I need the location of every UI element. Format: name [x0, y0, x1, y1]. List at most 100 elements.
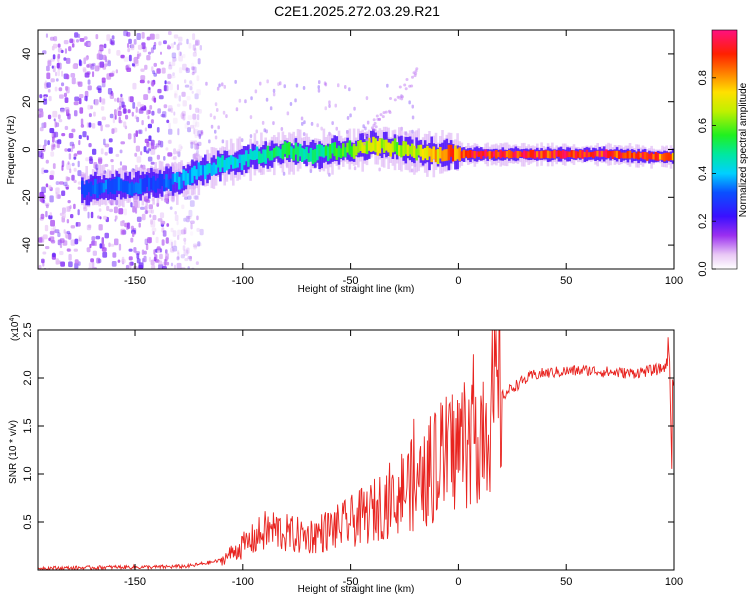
noise-speck: [104, 232, 109, 239]
noise-speck: [147, 86, 151, 94]
noise-speck: [157, 88, 162, 94]
noise-speck: [98, 208, 102, 212]
noise-speck: [101, 77, 106, 83]
noise-speck: [168, 122, 171, 129]
noise-speck: [302, 132, 306, 137]
noise-speck: [159, 212, 165, 219]
noise-speck: [57, 53, 61, 59]
ridge-cell: [81, 180, 84, 195]
noise-speck: [165, 249, 168, 254]
ridge-cell: [348, 140, 352, 155]
noise-speck: [114, 215, 118, 220]
noise-speck: [117, 259, 121, 263]
noise-speck: [187, 115, 192, 120]
ridge-cell: [268, 150, 272, 161]
noise-speck: [41, 167, 45, 175]
noise-speck: [69, 168, 72, 174]
noise-speck: [77, 186, 82, 190]
noise-speck: [195, 107, 200, 113]
ridge-cell: [395, 142, 399, 155]
noise-speck: [64, 107, 70, 112]
ridge-cell: [555, 150, 558, 157]
noise-speck: [174, 93, 178, 99]
noise-speck: [45, 183, 49, 188]
noise-speck: [66, 163, 71, 170]
ridge-cell: [421, 148, 425, 161]
ridge-cell: [553, 150, 556, 159]
noise-speck: [166, 261, 170, 266]
noise-speck: [180, 146, 183, 150]
ridge-cell: [579, 150, 582, 158]
noise-speck: [49, 212, 52, 217]
noise-speck: [179, 51, 182, 56]
noise-speck: [46, 65, 50, 72]
noise-speck: [381, 115, 385, 119]
noise-speck: [87, 211, 90, 219]
noise-speck: [168, 239, 173, 246]
noise-speck: [116, 50, 121, 56]
noise-speck: [191, 90, 194, 94]
noise-speck: [107, 60, 111, 67]
noise-speck: [52, 252, 56, 258]
noise-speck: [265, 129, 268, 134]
noise-speck: [100, 106, 105, 111]
noise-speck: [52, 54, 56, 60]
ridge-cell: [277, 147, 280, 157]
noise-speck: [365, 138, 368, 142]
ridge-cell: [542, 150, 546, 159]
noise-speck: [60, 107, 65, 112]
noise-speck: [67, 161, 70, 165]
noise-speck: [44, 139, 47, 147]
noise-speck: [86, 64, 90, 68]
noise-speck: [194, 47, 197, 53]
noise-speck: [208, 139, 211, 144]
noise-speck: [147, 51, 152, 55]
noise-speck: [87, 42, 92, 46]
noise-speck: [302, 86, 306, 90]
noise-speck: [160, 51, 162, 55]
noise-speck: [143, 146, 147, 153]
snr-scale-exponent: 4: [9, 318, 16, 322]
noise-speck: [121, 256, 125, 263]
noise-speck: [172, 245, 178, 252]
noise-speck: [173, 148, 177, 155]
ridge-cell: [587, 152, 591, 158]
noise-speck: [104, 163, 109, 167]
ridge-cell: [83, 185, 86, 198]
noise-speck: [41, 258, 45, 264]
ridge-cell: [400, 145, 403, 158]
noise-speck: [192, 51, 197, 57]
ridge-cell: [370, 142, 373, 152]
noise-speck: [57, 62, 62, 70]
noise-speck: [48, 237, 51, 241]
noise-speck: [73, 156, 77, 160]
noise-speck: [88, 113, 92, 118]
noise-speck: [411, 115, 415, 120]
noise-speck: [94, 65, 100, 72]
noise-speck: [127, 47, 131, 53]
noise-speck: [148, 204, 153, 210]
ridge-cell: [380, 138, 384, 149]
ridge-cell: [113, 179, 117, 195]
noise-speck: [176, 150, 178, 155]
noise-speck: [62, 213, 66, 219]
noise-speck: [48, 185, 52, 190]
noise-speck: [47, 89, 51, 93]
noise-speck: [130, 43, 135, 51]
noise-speck: [77, 150, 82, 155]
x-tick-label: -100: [232, 275, 254, 287]
noise-speck: [376, 117, 380, 121]
x-tick-label: -50: [343, 576, 359, 588]
noise-speck: [66, 177, 71, 181]
noise-speck: [40, 213, 45, 219]
noise-speck: [128, 248, 133, 252]
noise-speck: [78, 235, 82, 242]
ridge-cell: [544, 150, 548, 158]
noise-speck: [78, 134, 82, 140]
ridge-cell: [439, 147, 442, 159]
noise-speck: [45, 246, 50, 250]
noise-speck: [79, 107, 84, 114]
noise-speck: [404, 87, 408, 91]
noise-speck: [177, 128, 180, 136]
noise-speck: [178, 42, 183, 46]
